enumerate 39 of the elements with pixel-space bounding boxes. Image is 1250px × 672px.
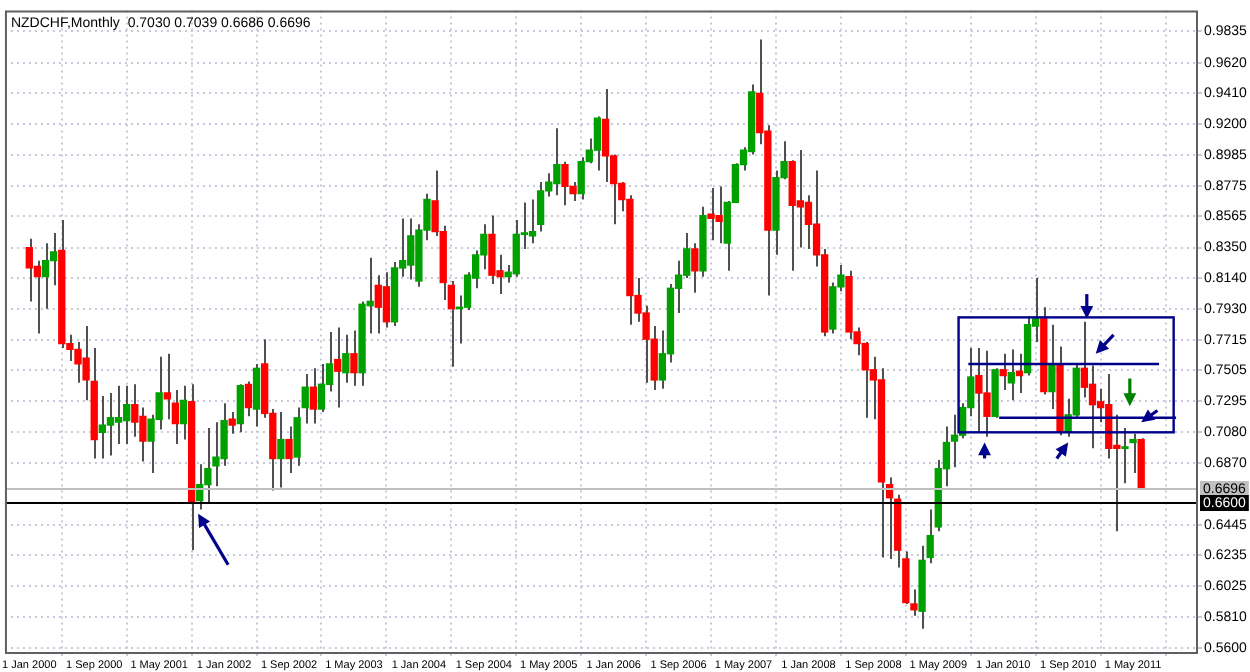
candlestick	[715, 185, 723, 245]
candlestick	[382, 271, 391, 329]
candlestick	[1007, 348, 1015, 402]
candlestick	[407, 217, 415, 281]
candlestick	[553, 127, 561, 197]
candlestick	[528, 198, 537, 245]
candlestick	[983, 349, 991, 438]
candlestick	[691, 242, 699, 294]
candlestick	[204, 426, 212, 504]
candlestick	[277, 410, 285, 489]
candlestick	[1048, 323, 1056, 411]
candlestick	[25, 237, 33, 303]
candlestick	[179, 384, 188, 441]
candlestick	[601, 87, 610, 184]
candlestick	[975, 346, 983, 434]
candlestick	[74, 341, 82, 384]
candlestick	[1129, 432, 1137, 475]
candlestick	[293, 406, 301, 467]
candlestick	[577, 156, 585, 201]
candlestick	[512, 218, 520, 278]
candlestick	[1080, 320, 1089, 399]
candlestick	[285, 425, 293, 475]
candlestick	[829, 281, 837, 335]
candlestick	[98, 394, 106, 460]
candlestick	[999, 352, 1007, 392]
candlestick	[1121, 426, 1129, 485]
candlestick	[131, 383, 139, 438]
candlestick	[350, 329, 358, 387]
candlestick	[123, 384, 131, 445]
candlestick	[252, 362, 261, 428]
candlestick	[106, 392, 115, 457]
candlestick	[236, 383, 244, 434]
candlestick	[334, 326, 342, 409]
candlestick	[593, 115, 602, 172]
candlestick	[114, 384, 123, 445]
candlestick	[488, 214, 496, 285]
candlestick	[301, 373, 309, 425]
candlestick	[163, 352, 171, 421]
candlestick	[309, 367, 318, 425]
